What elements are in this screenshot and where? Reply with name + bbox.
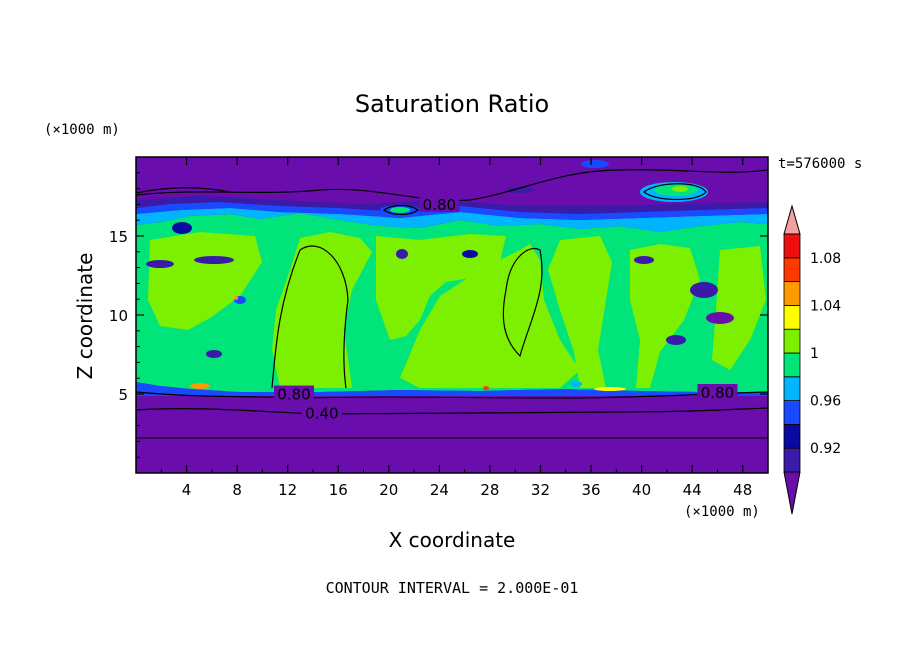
y-tick-label: 10: [109, 307, 128, 325]
colorbar-label: 1.08: [810, 251, 841, 267]
x-tick-label: 36: [581, 481, 600, 499]
time-label: t=576000 s: [778, 156, 862, 172]
x-tick-label: 40: [632, 481, 651, 499]
green-patch-3: [376, 234, 506, 340]
contour-label: 0.80: [423, 196, 456, 214]
contour-label: 0.80: [701, 384, 734, 402]
colorbar-band: [783, 352, 801, 378]
scatter-features: [146, 222, 734, 391]
colorbar-band: [783, 423, 801, 449]
x-axis-label: X coordinate: [389, 528, 516, 552]
x-tick-label: 32: [531, 481, 550, 499]
contour-label-bg: [274, 385, 314, 402]
colorbar-label: 0.96: [810, 394, 841, 410]
contour-label: 0.40: [305, 405, 338, 423]
upper-fringe: [136, 208, 768, 232]
colorbar-min-extend: [783, 471, 801, 515]
y-axis: 5 10 15: [109, 172, 768, 458]
contour-interval-footer: CONTOUR INTERVAL = 2.000E-01: [326, 579, 579, 597]
x-tick-label: 12: [278, 481, 297, 499]
colorbar-label: 1: [810, 346, 819, 362]
x-tick-label: 28: [480, 481, 499, 499]
colorbar-max-extend: [783, 204, 801, 235]
contour-lines: [136, 169, 768, 439]
colorbar-label: 0.92: [810, 441, 841, 457]
green-patch-6: [630, 244, 700, 388]
colorbar-band: [783, 447, 801, 473]
colorbar-band: [783, 400, 801, 425]
green-patch-1: [148, 232, 262, 330]
x-tick-label: 44: [683, 481, 702, 499]
colorbar-band: [783, 257, 801, 282]
contour-label-bg: [419, 195, 460, 212]
y-tick-label: 5: [118, 386, 128, 404]
green-patch-7: [712, 246, 766, 370]
y-axis-label: Z coordinate: [73, 253, 97, 380]
x-unit-label: (×1000 m): [684, 504, 760, 520]
colorbar-label: 1.04: [810, 298, 841, 314]
y-tick-label: 15: [109, 228, 128, 246]
green-patch-4: [400, 244, 580, 388]
y-unit-label: (×1000 m): [44, 122, 120, 138]
x-tick-label: 48: [733, 481, 752, 499]
colorbar-band: [783, 233, 801, 259]
x-axis: 4 8 12 16 20 24 28 32 36 40 44 48: [160, 157, 752, 499]
colorbar-band: [783, 376, 801, 401]
colorbar-band: [783, 281, 801, 306]
contour-label-bg: [697, 384, 738, 400]
colorbar: 0.92 0.96 1 1.04 1.08: [783, 204, 841, 515]
green-patch-2: [272, 232, 372, 388]
plot-area: 0.800.80 0.800.40: [136, 157, 768, 473]
x-tick-label: 4: [182, 481, 192, 499]
contour-label-bg: [301, 404, 342, 421]
colorbar-band: [783, 328, 801, 354]
x-tick-label: 16: [329, 481, 348, 499]
green-patch-5: [548, 236, 612, 388]
x-tick-label: 24: [430, 481, 449, 499]
contour-label: 0.80: [277, 386, 310, 404]
x-tick-label: 20: [379, 481, 398, 499]
x-tick-label: 8: [232, 481, 242, 499]
chart-title: Saturation Ratio: [355, 90, 549, 118]
colorbar-band: [783, 304, 801, 330]
contour-label-layer: 0.800.80 0.800.40: [274, 195, 738, 423]
